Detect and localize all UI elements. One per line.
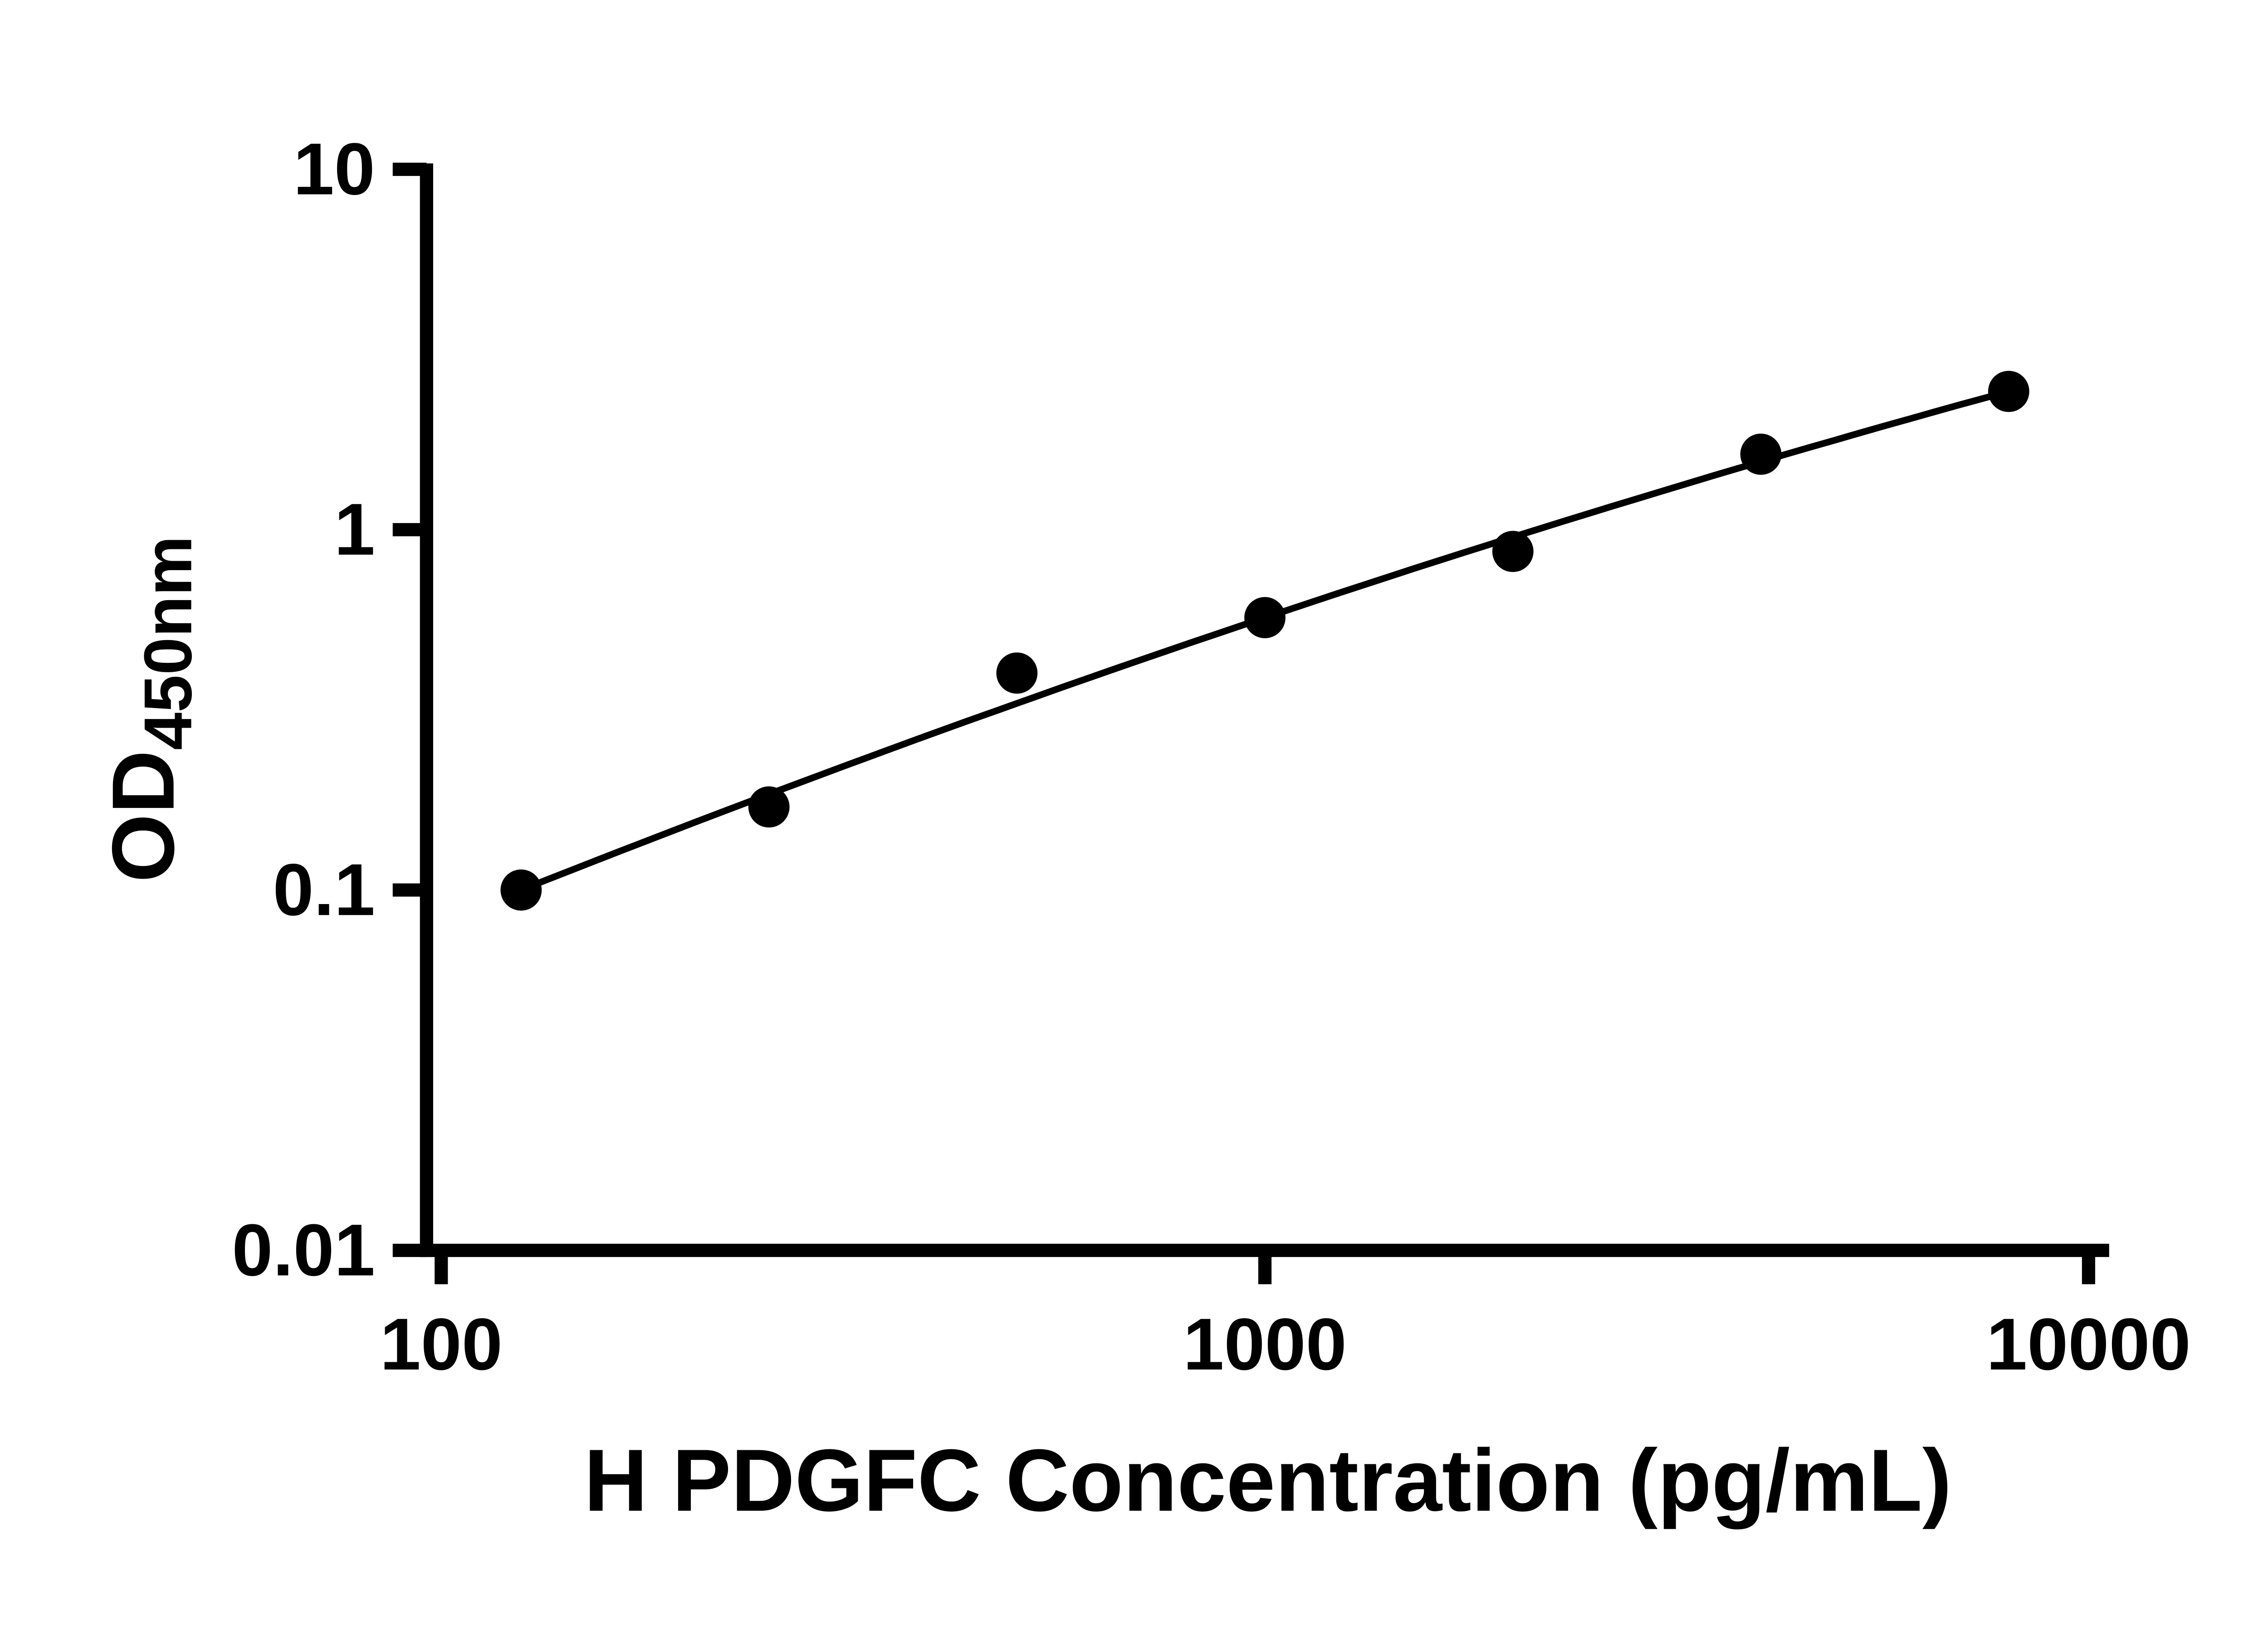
data-point [1492,531,1534,572]
x-tick-label: 100 [380,1303,503,1385]
y-axis-title-main: OD [94,750,193,883]
y-axis-title-subscript: 450nm [130,536,206,750]
y-tick-label: 0.01 [232,1209,375,1291]
x-tick-label: 10000 [1986,1303,2191,1385]
data-point [500,869,542,911]
y-tick-label: 0.1 [273,849,375,931]
data-point [1740,433,1782,475]
trend-line [520,388,2010,893]
y-tick-label: 1 [334,489,375,571]
y-axis-title: OD450nm [94,536,206,882]
data-point [996,652,1038,694]
data-points [500,371,2029,911]
data-point [748,786,790,828]
y-axis-ticks: 10 1 0.1 0.01 [232,128,427,1291]
standard-curve-chart: 100 1000 10000 10 1 0.1 0.01 H PDGFC Concentr… [94,128,2191,1530]
x-axis-ticks: 100 1000 10000 [380,1250,2191,1385]
data-point [1244,597,1286,639]
x-tick-label: 1000 [1183,1303,1347,1385]
data-point [1988,371,2029,412]
x-axis-title: H PDGFC Concentration (pg/mL) [584,1431,1951,1530]
y-tick-label: 10 [293,128,375,210]
